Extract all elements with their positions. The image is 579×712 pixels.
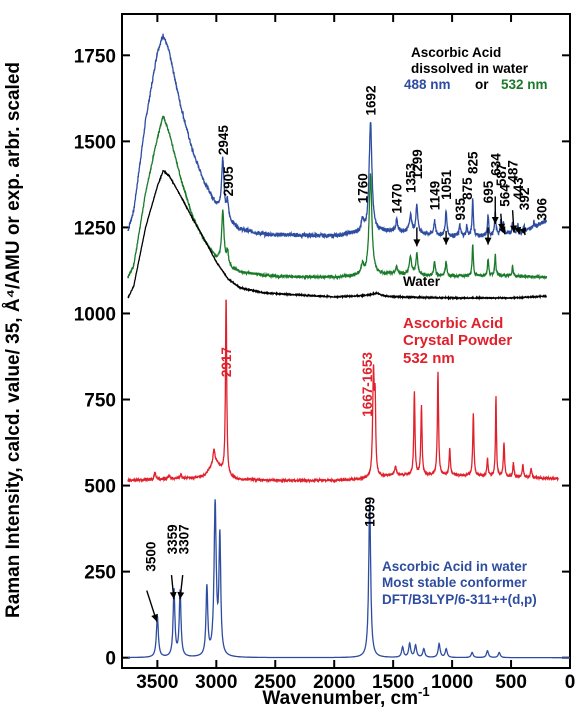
annotation-488nm: 488 nm <box>404 77 451 92</box>
peak-label: 1699 <box>363 497 378 527</box>
y-tick-label: 1500 <box>74 132 116 153</box>
x-tick-label: 500 <box>495 672 527 693</box>
y-tick-label: 0 <box>105 649 116 670</box>
annotation-crystal-powder: Crystal Powder <box>403 332 512 349</box>
x-tick-label: 1000 <box>431 672 473 693</box>
spectra-series <box>127 33 570 659</box>
y-tick-label: 500 <box>84 477 116 498</box>
x-tick-label: 2000 <box>313 672 355 693</box>
arrow-head <box>498 223 506 231</box>
peak-label: 695 <box>481 180 496 203</box>
annotation-water: Water <box>403 274 441 289</box>
plot-frame <box>121 13 571 669</box>
spectrum-series-2 <box>127 169 547 301</box>
peak-label: 1299 <box>410 149 425 179</box>
annotation-dissolved-in-water: dissolved in water <box>411 61 529 76</box>
y-tick-label: 1750 <box>74 46 116 67</box>
x-tick-label: 0 <box>565 672 576 693</box>
arrow-head <box>484 237 492 245</box>
spectrum-series-0 <box>127 33 548 240</box>
peak-label: 564 <box>498 184 513 207</box>
axis-ticks: 3500 3000 2500 2000 1500 1000 500 0 0 250 500 750 10… <box>74 14 576 693</box>
annotation-532nm-green: 532 nm <box>501 77 548 92</box>
arrow-head <box>151 613 158 622</box>
annotation-ascorbic-acid-title: Ascorbic Acid <box>411 45 501 60</box>
peak-label: 2905 <box>221 166 236 197</box>
spectrum-series-1 <box>127 115 548 281</box>
annotation-dft-method: DFT/B3LYP/6-311++(d,p) <box>382 592 537 607</box>
peak-label: 634 <box>488 153 503 176</box>
x-axis-title: Wavenumber, cm-1 <box>262 684 429 709</box>
arrow-head <box>498 226 506 235</box>
annotation-or: or <box>475 77 489 92</box>
spectrum-series-3 <box>127 299 559 484</box>
peak-label: 935 <box>453 198 468 221</box>
peak-label: 1470 <box>390 184 405 214</box>
x-tick-label: 3500 <box>136 672 178 693</box>
peak-label: 2945 <box>216 125 231 156</box>
peak-label: 825 <box>466 151 481 174</box>
arrow-head <box>442 237 450 245</box>
annotation-crystal-532nm: 532 nm <box>403 350 455 367</box>
peak-label: 1051 <box>439 169 454 200</box>
x-tick-label: 1500 <box>372 672 414 693</box>
x-tick-label: 2500 <box>254 672 296 693</box>
spectrum-series-4 <box>127 499 570 659</box>
peak-label: 1667-1653 <box>360 352 375 417</box>
annotation-calc-title: Ascorbic Acid in water <box>382 559 528 574</box>
legend-annotations: Ascorbic Acid dissolved in water 488 nm … <box>382 45 548 607</box>
arrow-head <box>510 225 518 233</box>
peak-label: 306 <box>535 198 550 221</box>
peak-arrows <box>146 196 527 622</box>
peak-label: 1353 <box>403 162 418 193</box>
annotation-most-stable: Most stable conformer <box>382 575 528 590</box>
peak-label: 1692 <box>364 85 379 115</box>
peak-label: 1149 <box>428 181 443 210</box>
arrow-head <box>514 226 522 235</box>
y-axis-title: Raman Intensity, calcd. value/ 35, Å⁴/AM… <box>3 62 24 618</box>
y-tick-label: 1000 <box>74 304 116 325</box>
peak-label: 443 <box>511 177 526 200</box>
peak-label: 3500 <box>143 542 158 572</box>
x-tick-label: 3000 <box>195 672 237 693</box>
y-tick-label: 250 <box>84 563 116 584</box>
x-axis-title-text: Wavenumber, cm <box>262 688 418 709</box>
peak-label: 3307 <box>176 524 191 554</box>
peak-label: 587 <box>494 164 509 187</box>
peak-label: 487 <box>506 160 521 183</box>
annotation-crystal-title: Ascorbic Acid <box>403 315 503 332</box>
peak-label: 875 <box>460 177 475 200</box>
x-axis-title-superscript: -1 <box>418 684 430 699</box>
arrow-head <box>413 239 421 247</box>
peak-label: 392 <box>517 188 532 211</box>
peak-label: 3359 <box>165 524 180 554</box>
arrow-head <box>491 216 499 224</box>
peak-label: 1760 <box>356 173 371 203</box>
y-tick-label: 750 <box>84 391 116 412</box>
y-tick-label: 1250 <box>74 218 116 239</box>
peak-label: 2917 <box>219 347 234 377</box>
arrow-head <box>169 591 177 600</box>
arrow-head <box>519 227 527 235</box>
arrow-head <box>177 591 185 600</box>
